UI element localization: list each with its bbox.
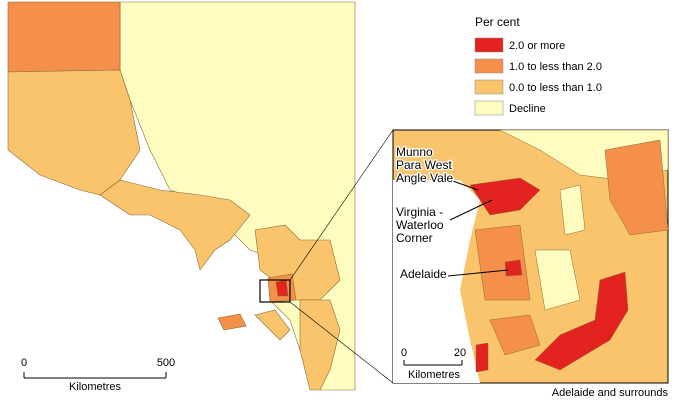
scale-label: 500 xyxy=(157,357,175,369)
legend-label: 1.0 to less than 2.0 xyxy=(509,61,602,73)
legend-label: 2.0 or more xyxy=(509,40,565,52)
legend-swatch xyxy=(474,58,504,74)
region xyxy=(504,259,523,277)
scale-unit: Kilometres xyxy=(69,381,121,393)
place-label: Virginia - xyxy=(396,205,443,219)
leader-line xyxy=(289,129,394,281)
legend-swatch xyxy=(474,37,504,53)
sea xyxy=(393,180,480,383)
label-leader xyxy=(449,199,493,221)
region xyxy=(99,179,251,271)
leader-line xyxy=(289,301,394,384)
legend-label: 0.0 to less than 1.0 xyxy=(509,82,602,94)
inset-frame-marker xyxy=(259,279,291,303)
legend-swatch xyxy=(474,100,504,116)
region xyxy=(534,271,629,371)
region xyxy=(534,249,581,311)
region xyxy=(299,299,341,391)
legend-label: Decline xyxy=(509,103,546,115)
place-label: Para West xyxy=(396,158,452,172)
label-leader xyxy=(449,179,479,191)
legend-swatch xyxy=(474,79,504,95)
inset-caption: Adelaide and surrounds xyxy=(552,387,669,399)
scale-unit: Kilometres xyxy=(408,369,460,381)
region xyxy=(7,69,141,196)
region xyxy=(559,184,586,236)
scale-label: 20 xyxy=(454,347,466,359)
region xyxy=(469,177,541,216)
region xyxy=(474,224,531,301)
place-label: Munno xyxy=(396,145,433,159)
region xyxy=(254,309,291,341)
place-label: Corner xyxy=(396,231,433,245)
scale-label: 0 xyxy=(21,357,27,369)
region xyxy=(275,279,289,297)
legend: Per cent 2.0 or more 1.0 to less than 2.0… xyxy=(474,15,602,116)
region xyxy=(475,342,489,373)
place-label: Angle Vale xyxy=(396,171,453,185)
region xyxy=(7,1,121,73)
state-map xyxy=(7,1,394,391)
legend-title: Per cent xyxy=(475,15,520,29)
scale-label: 0 xyxy=(401,347,407,359)
label-leader xyxy=(447,269,509,277)
place-label: Waterloo xyxy=(396,218,444,232)
main-scale: 0 500 Kilometres xyxy=(21,357,175,393)
place-label: Adelaide xyxy=(400,267,447,281)
region xyxy=(604,139,669,236)
region xyxy=(489,314,541,356)
region xyxy=(217,313,247,331)
